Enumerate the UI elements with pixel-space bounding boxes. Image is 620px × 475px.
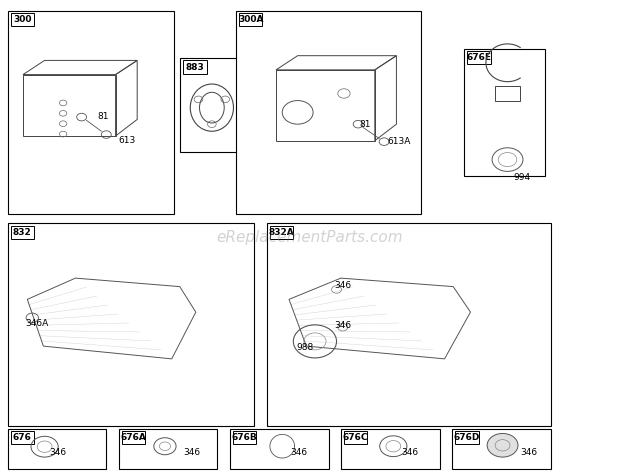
Bar	[7, 429, 106, 469]
Bar	[11, 13, 34, 27]
Bar	[455, 431, 479, 444]
Text: 346: 346	[520, 448, 537, 457]
Bar	[122, 431, 145, 444]
Text: 883: 883	[186, 63, 205, 72]
Bar	[267, 223, 551, 427]
Bar	[233, 431, 256, 444]
Bar	[452, 429, 551, 469]
Text: 832A: 832A	[268, 228, 294, 237]
Text: 676E: 676E	[467, 53, 492, 62]
Text: 676A: 676A	[120, 433, 146, 442]
Text: 613A: 613A	[387, 137, 410, 146]
Text: 300: 300	[13, 15, 32, 24]
Text: 676B: 676B	[232, 433, 257, 442]
Text: 346: 346	[290, 448, 308, 457]
Text: 832: 832	[13, 228, 32, 237]
Bar	[270, 226, 293, 239]
Text: 346: 346	[401, 448, 418, 457]
Text: 346: 346	[184, 448, 201, 457]
Bar	[341, 429, 440, 469]
Bar	[180, 58, 242, 152]
Text: 346: 346	[335, 321, 352, 330]
Bar	[7, 223, 254, 427]
Bar	[467, 51, 491, 64]
Bar	[7, 11, 174, 214]
Text: 676C: 676C	[343, 433, 368, 442]
Text: 81: 81	[360, 120, 371, 129]
Bar	[344, 431, 368, 444]
Bar	[239, 13, 262, 27]
Bar	[118, 429, 218, 469]
Text: 300A: 300A	[238, 15, 264, 24]
Text: 676: 676	[13, 433, 32, 442]
Bar	[236, 11, 421, 214]
Bar	[464, 48, 544, 176]
Text: 676D: 676D	[454, 433, 480, 442]
Bar	[11, 431, 34, 444]
Text: 346A: 346A	[25, 319, 48, 328]
Text: 346: 346	[50, 448, 67, 457]
Text: eReplacementParts.com: eReplacementParts.com	[216, 230, 404, 245]
Bar	[184, 60, 207, 74]
Bar	[11, 226, 34, 239]
Bar	[230, 429, 329, 469]
Text: 613: 613	[118, 136, 136, 145]
Circle shape	[487, 434, 518, 457]
Text: 346: 346	[335, 281, 352, 290]
Text: 81: 81	[97, 113, 108, 122]
Text: 988: 988	[296, 343, 314, 352]
Text: 994: 994	[514, 173, 531, 182]
